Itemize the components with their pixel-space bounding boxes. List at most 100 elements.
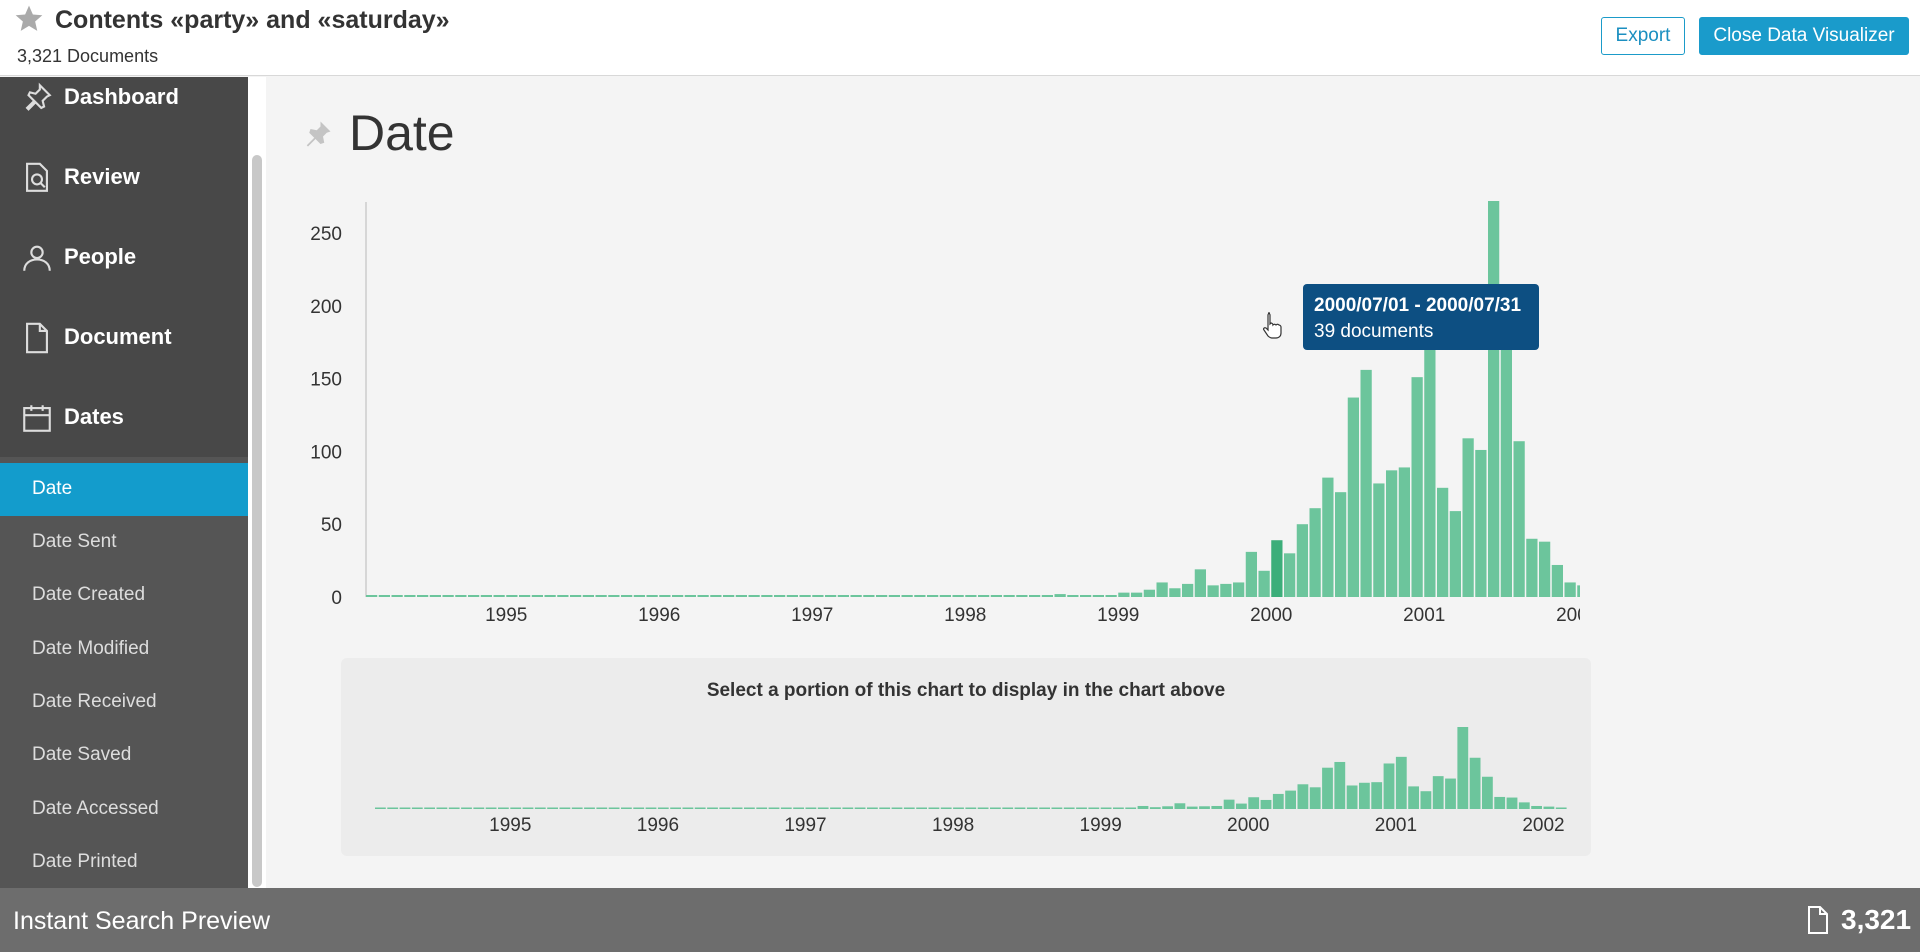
chart-bar[interactable] xyxy=(888,595,900,597)
range-selector-chart[interactable]: 1995 1996 1997 1998 1999 2000 2001 2002 xyxy=(341,658,1591,856)
chart-bar[interactable] xyxy=(1207,585,1219,597)
range-bar[interactable] xyxy=(584,807,595,810)
range-bar[interactable] xyxy=(436,807,448,810)
chart-bar[interactable] xyxy=(1335,492,1347,597)
chart-bar[interactable] xyxy=(531,595,543,597)
chart-bar[interactable] xyxy=(1360,369,1372,597)
chart-bar[interactable] xyxy=(1143,589,1155,597)
range-bar[interactable] xyxy=(1248,797,1260,809)
range-bar[interactable] xyxy=(1236,803,1247,809)
range-bar[interactable] xyxy=(768,807,780,810)
range-bar[interactable] xyxy=(842,807,854,810)
chart-bar[interactable] xyxy=(748,595,760,597)
range-bar[interactable] xyxy=(657,807,669,810)
range-bar[interactable] xyxy=(830,807,841,810)
chart-bar[interactable] xyxy=(1449,511,1461,597)
range-bar[interactable] xyxy=(522,807,534,810)
range-bar[interactable] xyxy=(817,807,829,810)
range-bar[interactable] xyxy=(1457,727,1469,809)
chart-bar[interactable] xyxy=(1424,345,1436,597)
range-bar[interactable] xyxy=(793,807,804,810)
range-bar[interactable] xyxy=(1100,807,1112,810)
range-bar[interactable] xyxy=(780,807,792,810)
range-bar[interactable] xyxy=(867,807,878,810)
range-bar[interactable] xyxy=(1272,793,1284,809)
chart-bar[interactable] xyxy=(1067,595,1079,597)
chart-bar[interactable] xyxy=(557,595,569,597)
chart-bar[interactable] xyxy=(1500,349,1512,598)
pin-icon[interactable] xyxy=(303,119,333,149)
chart-bar[interactable] xyxy=(952,595,964,597)
chart-bar[interactable] xyxy=(1016,595,1028,597)
chart-bar[interactable] xyxy=(378,595,390,597)
chart-bar[interactable] xyxy=(1398,467,1410,597)
range-bar[interactable] xyxy=(1002,807,1014,810)
range-bar[interactable] xyxy=(1518,802,1530,809)
range-bar[interactable] xyxy=(608,807,620,810)
chart-bar[interactable] xyxy=(1322,477,1334,597)
sidebar-subitem-date-accessed[interactable]: Date Accessed xyxy=(0,783,248,836)
chart-bar[interactable] xyxy=(1347,397,1359,597)
range-bar[interactable] xyxy=(571,807,583,810)
chart-bar[interactable] xyxy=(799,595,811,597)
range-bar[interactable] xyxy=(1506,797,1518,809)
range-bar[interactable] xyxy=(1494,796,1506,809)
chart-bar[interactable] xyxy=(1284,553,1296,597)
chart-bar[interactable] xyxy=(939,595,951,597)
range-bar[interactable] xyxy=(1445,778,1456,809)
chart-bar[interactable] xyxy=(404,595,416,597)
range-bar[interactable] xyxy=(1051,807,1063,810)
range-bar[interactable] xyxy=(1543,806,1555,809)
range-bar[interactable] xyxy=(1149,807,1161,809)
chart-bar[interactable] xyxy=(825,595,837,597)
date-histogram[interactable]: 0 50 100 150 200 250 1995 1996 1997 1998 1999 2000 2… xyxy=(290,190,1580,630)
range-bar[interactable] xyxy=(916,807,927,810)
range-bar[interactable] xyxy=(411,807,423,810)
chart-bar[interactable] xyxy=(1373,483,1385,597)
range-bar[interactable] xyxy=(756,807,768,810)
chart-bar[interactable] xyxy=(493,595,505,597)
sidebar-item-document[interactable]: Document xyxy=(0,297,248,377)
range-bar[interactable] xyxy=(854,807,866,810)
range-bar[interactable] xyxy=(1199,806,1210,809)
range-bar[interactable] xyxy=(744,807,755,810)
chart-bar[interactable] xyxy=(1258,570,1270,597)
chart-bar[interactable] xyxy=(1220,583,1232,597)
chart-bar[interactable] xyxy=(710,595,722,597)
chart-bar[interactable] xyxy=(1386,470,1398,597)
range-bar[interactable] xyxy=(633,807,645,810)
chart-bar[interactable] xyxy=(876,595,888,597)
chart-bar[interactable] xyxy=(595,595,607,597)
range-bar[interactable] xyxy=(891,807,903,810)
range-bar[interactable] xyxy=(510,807,522,810)
chart-bar[interactable] xyxy=(672,595,684,597)
chart-bar[interactable] xyxy=(633,595,645,597)
range-bar[interactable] xyxy=(1322,767,1333,809)
chart-bar[interactable] xyxy=(570,595,582,597)
sidebar-item-dates[interactable]: Dates xyxy=(0,377,248,457)
chart-bar[interactable] xyxy=(1131,592,1143,597)
range-bar[interactable] xyxy=(1223,799,1235,809)
sidebar-subitem-date-created[interactable]: Date Created xyxy=(0,569,248,622)
range-bar[interactable] xyxy=(682,807,694,810)
chart-bar[interactable] xyxy=(1475,449,1487,597)
range-selector-panel[interactable]: Select a portion of this chart to displa… xyxy=(341,658,1591,856)
chart-bar[interactable] xyxy=(837,595,849,597)
range-bar[interactable] xyxy=(1482,776,1493,809)
range-bar[interactable] xyxy=(903,807,915,810)
chart-bar[interactable] xyxy=(1233,582,1245,597)
chart-bar[interactable] xyxy=(506,595,518,597)
chart-bar[interactable] xyxy=(1105,595,1117,597)
range-bar[interactable] xyxy=(375,807,386,810)
chart-bar[interactable] xyxy=(1003,595,1015,597)
chart-bar[interactable] xyxy=(761,595,773,597)
range-bar[interactable] xyxy=(1137,805,1149,809)
chart-bar[interactable] xyxy=(366,595,378,597)
chart-bar[interactable] xyxy=(582,595,594,597)
range-bar[interactable] xyxy=(977,807,989,810)
chart-bar[interactable] xyxy=(1526,538,1538,597)
close-data-visualizer-button[interactable]: Close Data Visualizer xyxy=(1699,17,1909,55)
range-bar[interactable] xyxy=(1531,805,1542,809)
range-bar[interactable] xyxy=(1469,757,1481,809)
chart-bar[interactable] xyxy=(429,595,441,597)
